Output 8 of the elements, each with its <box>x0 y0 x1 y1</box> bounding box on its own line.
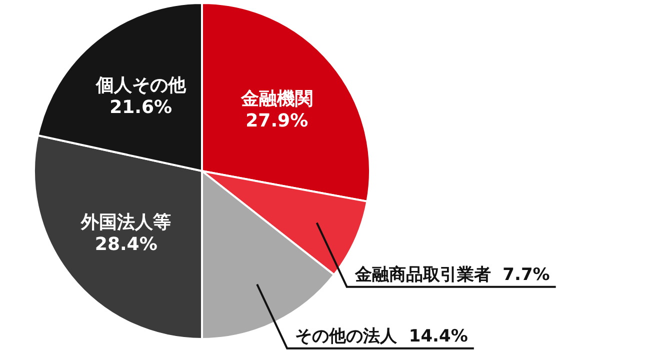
data-label: 28.4% <box>94 234 158 256</box>
slice-label: その他の法人 14.4% <box>295 326 468 346</box>
data-label: 27.9% <box>246 110 308 132</box>
data-label: 21.6% <box>110 97 172 118</box>
slice-label: 金融商品取引業者 7.7% <box>354 264 550 285</box>
slice-label: 金融機関 <box>240 88 313 110</box>
slice-label: 外国法人等 <box>80 212 172 234</box>
slice-label: 個人その他 <box>94 75 187 96</box>
